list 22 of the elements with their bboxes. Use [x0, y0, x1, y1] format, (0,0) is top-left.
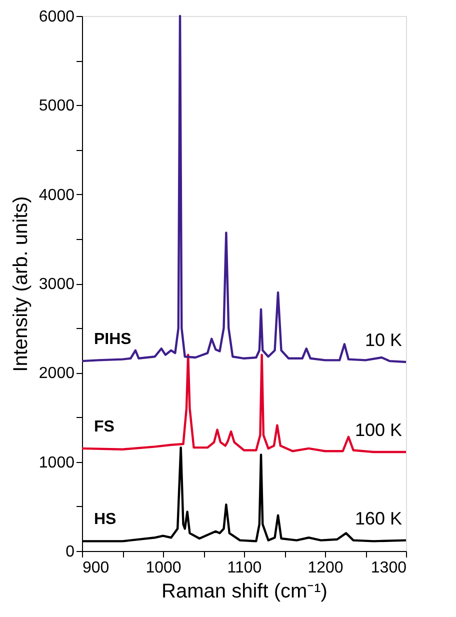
series-label: FS: [94, 418, 115, 436]
y-axis-title: Intensity (arb. units): [10, 196, 32, 372]
x-tick-label: 1100: [227, 560, 262, 576]
x-tick-label: 1000: [146, 560, 182, 576]
y-tick-label: 0: [66, 544, 75, 560]
line-series: [80, 354, 408, 454]
x-tick-label: 1200: [308, 560, 344, 576]
y-tick-label: 1000: [38, 454, 75, 472]
x-tick-label: 900: [82, 560, 110, 576]
annotation: 160 K: [354, 508, 402, 528]
y-tick-label: 6000: [38, 8, 75, 26]
y-tick-label: 5000: [38, 98, 75, 115]
y-tick-label: 4000: [38, 186, 75, 204]
annotation: 100 K: [354, 420, 402, 440]
y-tick-label: 2000: [38, 365, 75, 382]
line-series: [80, 14, 408, 364]
series-label: HS: [94, 511, 117, 528]
x-tick-label: 1300: [370, 560, 407, 576]
series-label: PIHS: [94, 331, 132, 348]
x-axis-title: Raman shift (cm⁻¹): [162, 580, 328, 602]
y-tick-label: 3000: [38, 276, 75, 293]
annotation: 10 K: [364, 330, 402, 350]
